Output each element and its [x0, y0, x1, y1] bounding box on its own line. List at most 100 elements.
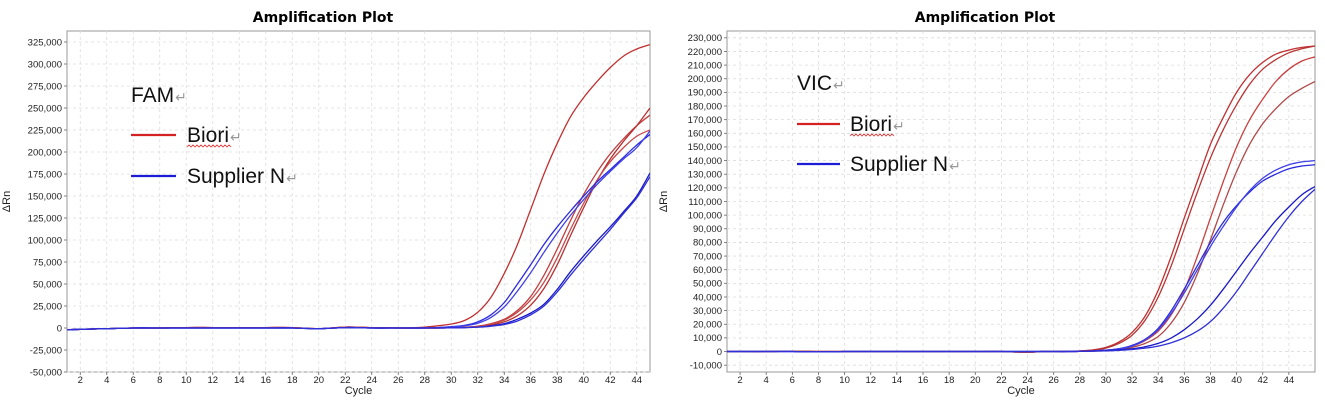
- y-tick-label: 325,000: [28, 37, 62, 48]
- chart-title: Amplification Plot: [253, 10, 394, 26]
- chart-title: Amplification Plot: [915, 10, 1056, 26]
- y-tick-label: 80,000: [693, 238, 722, 249]
- plot-area: [66, 30, 651, 373]
- y-tick-label: 100,000: [688, 210, 722, 221]
- y-tick-label: 60,000: [693, 265, 722, 276]
- y-tick-label: 150,000: [28, 191, 62, 202]
- x-tick-label: 10: [181, 375, 192, 386]
- x-tick-label: 14: [234, 375, 245, 386]
- y-tick-label: 230,000: [688, 33, 722, 44]
- x-tick-label: 42: [605, 375, 616, 386]
- x-tick-label: 12: [865, 375, 876, 386]
- return-arrow-icon: ↵: [949, 159, 961, 175]
- return-arrow-icon: ↵: [175, 90, 187, 106]
- series-line-supplier-n-7: [727, 188, 1315, 353]
- y-tick-label: -25,000: [30, 345, 62, 356]
- x-tick-label: 16: [260, 375, 271, 386]
- return-arrow-icon: ↵: [893, 119, 905, 135]
- x-tick-label: 14: [892, 375, 903, 386]
- legend: FAM ↵Biori ↵Supplier N ↵: [131, 84, 298, 188]
- x-tick-label: 34: [499, 375, 510, 386]
- y-tick-label: 0: [717, 347, 722, 358]
- legend-channel-label: FAM: [131, 84, 174, 107]
- x-tick-label: 8: [157, 375, 162, 386]
- y-tick-label: 25,000: [33, 301, 62, 312]
- y-tick-label: 50,000: [33, 279, 62, 290]
- amplification-plot-0: Amplification Plot -50,000 -25,000 0 25,000 5…: [1, 10, 651, 397]
- y-tick-label: 180,000: [688, 101, 722, 112]
- y-tick-label: 220,000: [688, 47, 722, 58]
- x-axis-label: Cycle: [1007, 385, 1035, 397]
- x-tick-label: 26: [393, 375, 404, 386]
- x-tick-label: 18: [944, 375, 955, 386]
- x-tick-label: 34: [1153, 375, 1164, 386]
- x-tick-label: 6: [790, 375, 795, 386]
- x-tick-label: 38: [552, 375, 563, 386]
- legend-item-label: Biori: [850, 113, 892, 136]
- x-tick-label: 42: [1257, 375, 1268, 386]
- x-tick-label: 4: [764, 375, 769, 386]
- x-tick-label: 12: [207, 375, 218, 386]
- x-tick-label: 40: [578, 375, 589, 386]
- x-tick-label: 18: [287, 375, 298, 386]
- x-tick-label: 8: [816, 375, 821, 386]
- x-tick-label: 26: [1048, 375, 1059, 386]
- legend-channel-label: VIC: [797, 72, 832, 95]
- x-tick-label: 20: [970, 375, 981, 386]
- y-tick-label: 120,000: [688, 183, 722, 194]
- return-arrow-icon: ↵: [230, 130, 242, 146]
- legend-item-label: Biori: [187, 124, 229, 147]
- y-tick-label: 50,000: [693, 279, 722, 290]
- spellcheck-underline: [849, 133, 895, 137]
- x-tick-label: 22: [340, 375, 351, 386]
- y-tick-label: 20,000: [693, 320, 722, 331]
- y-tick-label: 200,000: [688, 74, 722, 85]
- spellcheck-underline: [186, 144, 232, 148]
- series-line-supplier-n-7: [67, 176, 650, 331]
- y-tick-label: 200,000: [28, 147, 62, 158]
- x-tick-label: 30: [1101, 375, 1112, 386]
- y-tick-label: 40,000: [693, 292, 722, 303]
- y-tick-label: 190,000: [688, 88, 722, 99]
- y-tick-label: 170,000: [688, 115, 722, 126]
- y-axis-label: ΔRn: [1, 191, 13, 212]
- y-tick-label: 90,000: [693, 224, 722, 235]
- y-tick-label: 110,000: [688, 197, 722, 208]
- x-tick-label: 32: [1127, 375, 1138, 386]
- y-tick-label: 30,000: [693, 306, 722, 317]
- y-tick-label: 100,000: [28, 235, 62, 246]
- y-tick-label: 225,000: [28, 125, 62, 136]
- x-tick-label: 32: [472, 375, 483, 386]
- y-tick-label: 125,000: [28, 213, 62, 224]
- legend-item-label: Supplier N: [850, 153, 948, 176]
- series-group: [67, 43, 650, 331]
- x-tick-label: 6: [131, 375, 136, 386]
- x-tick-label: 20: [313, 375, 324, 386]
- y-tick-label: 210,000: [688, 60, 722, 71]
- amplification-plot-1: Amplification Plot -10,000 0 10,000 20,000 30…: [658, 10, 1316, 397]
- x-tick-label: 44: [1284, 375, 1295, 386]
- x-tick-label: 2: [737, 375, 742, 386]
- y-tick-label: 160,000: [688, 129, 722, 140]
- x-tick-label: 22: [996, 375, 1007, 386]
- x-axis-label: Cycle: [345, 385, 373, 397]
- x-tick-label: 38: [1205, 375, 1216, 386]
- return-arrow-icon: ↵: [833, 78, 845, 94]
- x-tick-label: 30: [446, 375, 457, 386]
- legend-item-label: Supplier N: [187, 165, 285, 188]
- y-tick-label: 140,000: [688, 156, 722, 167]
- y-tick-label: 75,000: [33, 257, 62, 268]
- legend: VIC ↵Biori ↵Supplier N ↵: [797, 72, 961, 176]
- y-tick-label: 275,000: [28, 81, 62, 92]
- x-tick-label: 24: [366, 375, 377, 386]
- y-tick-label: 250,000: [28, 103, 62, 114]
- x-tick-label: 24: [1022, 375, 1033, 386]
- y-tick-label: 175,000: [28, 169, 62, 180]
- series-group: [727, 45, 1315, 353]
- y-tick-label: 300,000: [28, 59, 62, 70]
- x-tick-label: 10: [839, 375, 850, 386]
- return-arrow-icon: ↵: [286, 171, 298, 187]
- y-tick-label: -10,000: [690, 360, 722, 371]
- x-tick-label: 36: [1179, 375, 1190, 386]
- y-tick-label: 70,000: [693, 251, 722, 262]
